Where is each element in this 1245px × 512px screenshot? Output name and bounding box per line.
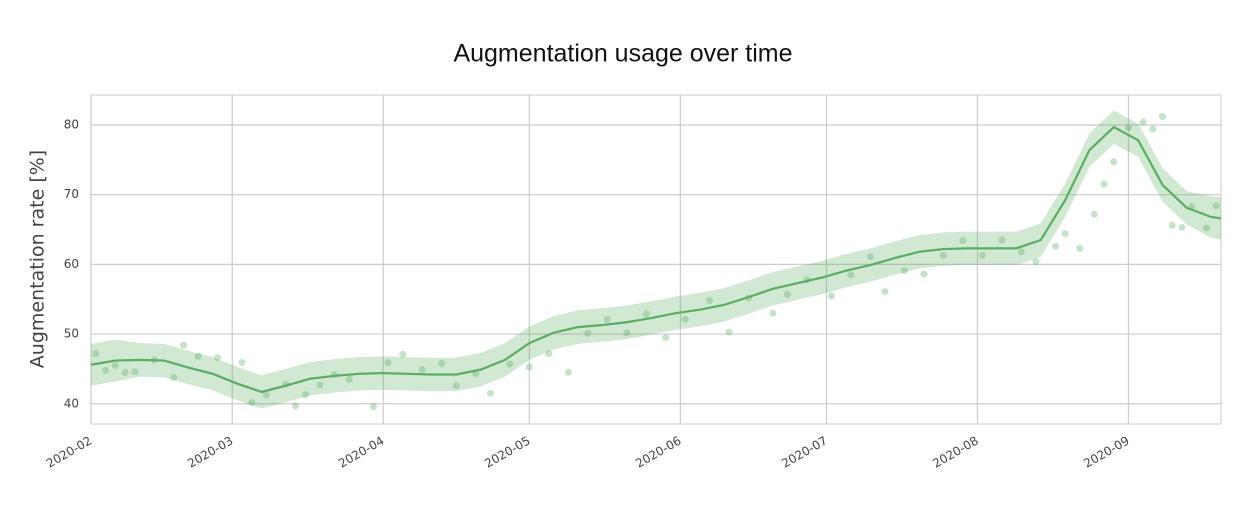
- x-tick-label: 2020-08: [930, 434, 980, 471]
- data-point: [292, 402, 300, 410]
- data-point: [170, 373, 178, 381]
- data-point: [438, 359, 446, 367]
- data-point: [370, 403, 377, 411]
- data-point: [584, 329, 592, 337]
- data-point: [881, 288, 889, 296]
- data-point: [1110, 158, 1118, 166]
- x-tick-label: 2020-09: [1081, 434, 1131, 471]
- x-tick-label: 2020-03: [185, 434, 235, 471]
- data-point: [248, 398, 256, 406]
- data-point: [1178, 223, 1186, 231]
- data-point: [92, 350, 100, 358]
- x-tick-label: 2020-07: [779, 434, 829, 471]
- data-point: [345, 375, 353, 383]
- data-point: [1017, 248, 1025, 256]
- data-point: [1159, 113, 1167, 121]
- data-point: [681, 315, 689, 323]
- data-point: [564, 368, 572, 376]
- chart-title: Augmentation usage over time: [453, 40, 792, 68]
- data-point: [1076, 244, 1084, 252]
- data-point: [131, 368, 139, 376]
- data-point: [418, 366, 426, 374]
- data-point: [784, 290, 792, 298]
- data-point: [603, 315, 611, 323]
- y-tick-label: 40: [64, 396, 79, 410]
- data-point: [1051, 242, 1059, 250]
- data-point: [939, 251, 947, 259]
- data-point: [301, 391, 309, 399]
- data-point: [525, 363, 533, 371]
- data-point: [662, 334, 670, 342]
- data-point: [1090, 210, 1098, 218]
- data-point: [262, 391, 270, 399]
- x-tick-label: 2020-05: [482, 434, 532, 471]
- data-point: [1100, 180, 1108, 188]
- confidence-band: [91, 110, 1221, 409]
- data-point: [642, 310, 650, 318]
- data-point: [111, 361, 119, 369]
- data-point: [506, 360, 514, 368]
- x-tick-label: 2020-02: [44, 434, 94, 471]
- plot-frame: [90, 94, 1222, 425]
- data-point: [102, 366, 110, 374]
- y-tick-label: 50: [64, 327, 79, 341]
- data-point: [769, 309, 777, 317]
- y-tick-label: 80: [64, 117, 79, 131]
- data-point: [847, 271, 855, 279]
- data-point: [1168, 221, 1176, 229]
- data-point: [238, 359, 246, 367]
- data-point: [384, 359, 392, 367]
- trend-line: [90, 125, 1222, 394]
- data-point: [1212, 202, 1220, 210]
- data-point: [998, 236, 1006, 244]
- y-tick-label: 70: [64, 187, 79, 201]
- data-point: [486, 389, 494, 397]
- data-point: [1124, 124, 1132, 132]
- data-point: [1202, 224, 1210, 232]
- data-point: [827, 292, 835, 300]
- data-point: [1139, 118, 1147, 126]
- data-point: [1061, 230, 1069, 238]
- data-point: [978, 251, 986, 259]
- data-point: [399, 350, 407, 358]
- data-point: [920, 270, 928, 278]
- data-point: [900, 267, 908, 275]
- data-point: [180, 341, 188, 349]
- data-point: [866, 253, 874, 261]
- data-point: [545, 350, 553, 358]
- data-point: [214, 354, 222, 362]
- data-point: [121, 368, 129, 376]
- data-point: [623, 329, 631, 337]
- x-tick-label: 2020-04: [336, 434, 386, 471]
- y-tick-label: 60: [64, 257, 79, 271]
- data-point: [959, 237, 967, 245]
- data-point: [1032, 258, 1040, 266]
- data-point: [194, 352, 202, 360]
- y-axis-label: Augmentation rate [%]: [27, 150, 49, 368]
- data-point: [1149, 125, 1157, 133]
- x-tick-label: 2020-06: [633, 434, 683, 471]
- data-point: [452, 382, 460, 390]
- data-point: [316, 381, 324, 389]
- data-point: [706, 297, 714, 305]
- data-point: [725, 328, 733, 336]
